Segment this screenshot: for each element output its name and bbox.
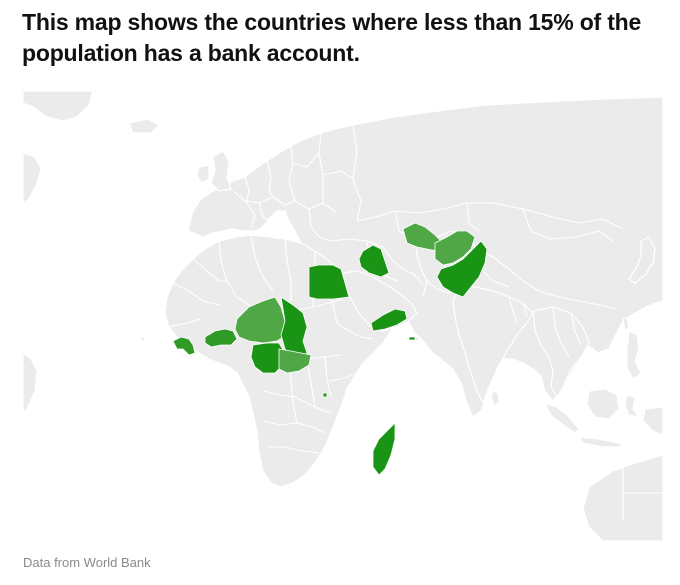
land-britain bbox=[210, 150, 232, 192]
country-burundi bbox=[322, 392, 328, 398]
land-taiwan bbox=[622, 316, 630, 332]
land-java bbox=[578, 436, 624, 448]
land-srilanka bbox=[490, 390, 500, 406]
country-pakistan bbox=[436, 240, 488, 298]
land-borneo bbox=[586, 388, 620, 420]
country-egypt bbox=[308, 264, 350, 300]
land-samerica bbox=[23, 352, 38, 414]
map-canvas bbox=[23, 91, 663, 541]
land-greenland bbox=[23, 91, 94, 122]
land-philippines bbox=[626, 330, 642, 380]
land-capeverde bbox=[140, 336, 146, 342]
country-burkina-faso bbox=[204, 328, 238, 348]
landmasses bbox=[23, 91, 663, 541]
country-yemen bbox=[370, 308, 408, 332]
country-madagascar bbox=[372, 422, 396, 476]
map-title: This map shows the countries where less … bbox=[22, 9, 642, 66]
land-ireland bbox=[196, 164, 210, 184]
country-iraq bbox=[358, 244, 390, 278]
highlighted-countries bbox=[172, 222, 488, 476]
land-iceland bbox=[128, 118, 160, 134]
land-namerica bbox=[23, 152, 42, 204]
land-sulawesi bbox=[624, 394, 640, 418]
source-caption: Data from World Bank bbox=[23, 555, 151, 570]
land-japan bbox=[628, 236, 656, 284]
world-map bbox=[23, 91, 663, 541]
country-yemen-socotra bbox=[408, 336, 416, 341]
country-afghanistan bbox=[434, 230, 476, 266]
country-cameroon bbox=[278, 348, 312, 374]
land-newguinea bbox=[642, 406, 663, 436]
country-guinea bbox=[172, 336, 196, 356]
land-sumatra bbox=[544, 402, 580, 434]
